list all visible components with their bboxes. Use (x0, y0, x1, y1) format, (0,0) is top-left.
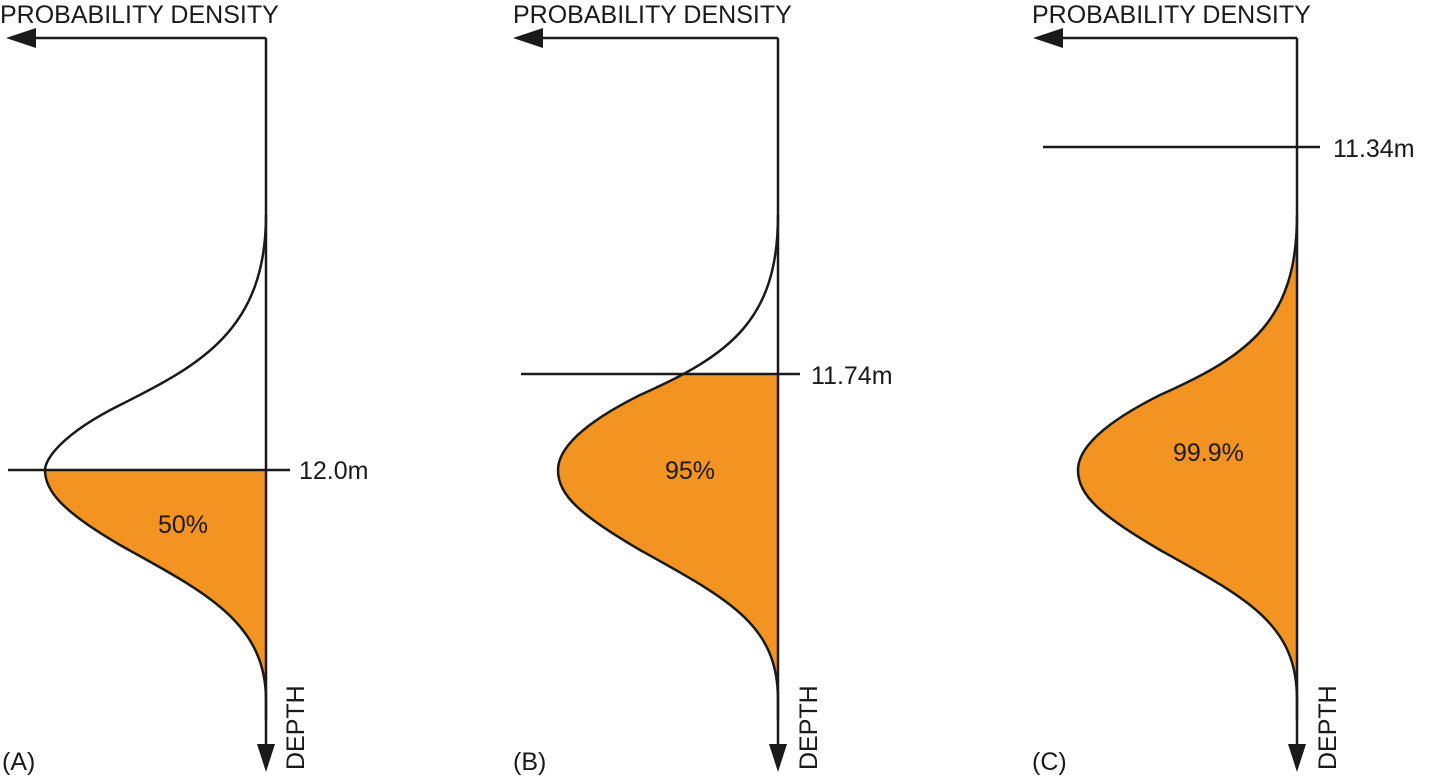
panel-a-percent-label: 50% (158, 511, 208, 539)
panel-b-depth-arrowhead (769, 744, 787, 772)
panel-b-depth-axis-label: DEPTH (795, 685, 823, 770)
panel-a-density-axis-label: PROBABILITY DENSITY (0, 1, 279, 29)
panel-c-threshold-label: 11.34m (1333, 135, 1415, 163)
panel-c-density-curve (1076, 214, 1299, 720)
panel-b: PROBABILITY DENSITY DEPTH 11.74m 95% (B) (513, 1, 893, 776)
panel-c-depth-arrowhead (1288, 744, 1306, 772)
panel-c-density-axis-label: PROBABILITY DENSITY (1032, 1, 1311, 29)
panel-c-density-arrowhead (1033, 28, 1063, 48)
panel-c-percent-label: 99.9% (1173, 439, 1244, 467)
panel-a-threshold-label: 12.0m (299, 457, 368, 485)
panel-a-density-curve (43, 214, 268, 720)
panel-a-depth-axis-label: DEPTH (282, 685, 310, 770)
panel-a-shaded-area (45, 470, 266, 770)
panel-b-threshold-label: 11.74m (811, 362, 893, 390)
panel-a-letter: (A) (2, 748, 35, 776)
panel-b-density-axis-label: PROBABILITY DENSITY (513, 1, 792, 29)
panel-b-density-curve (556, 214, 780, 720)
panel-c: PROBABILITY DENSITY DEPTH 11.34m 99.9% (… (1032, 1, 1415, 776)
panel-a-density-arrowhead (6, 28, 36, 48)
panel-c-letter: (C) (1032, 748, 1067, 776)
panel-b-density-arrowhead (513, 28, 543, 48)
panel-c-depth-axis-label: DEPTH (1314, 685, 1342, 770)
panel-b-shaded-area (558, 374, 778, 770)
panel-b-letter: (B) (513, 748, 546, 776)
panel-b-percent-label: 95% (665, 457, 715, 485)
panel-c-shaded-area (1078, 147, 1297, 770)
panel-a-depth-arrowhead (257, 744, 275, 772)
panel-a: PROBABILITY DENSITY DEPTH 12.0m 50% (A) (0, 1, 368, 776)
